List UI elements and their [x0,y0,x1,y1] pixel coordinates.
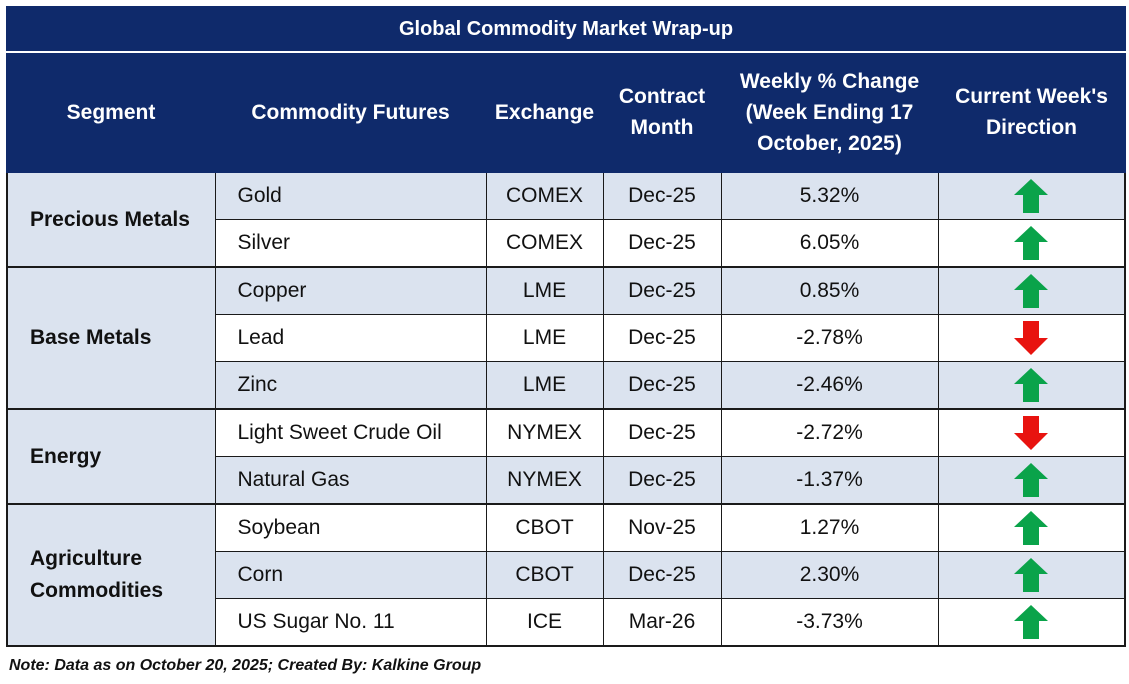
weekly-change-cell: 6.05% [720,219,939,268]
exchange-cell: COMEX [485,171,604,220]
arrow-up-icon [1014,274,1049,308]
header-weekly-change: Weekly % Change (Week Ending 17 October,… [720,51,939,173]
exchange-cell: NYMEX [485,456,604,505]
commodity-name: Silver [214,219,487,268]
arrow-down-icon [1014,416,1049,450]
contract-month-cell: Dec-25 [602,408,722,457]
direction-cell [937,551,1127,599]
table-row: Base Metals Copper LME Dec-25 0.85% [6,266,1127,410]
contract-month-cell: Dec-25 [602,361,722,410]
weekly-change-cell: -2.46% [720,361,939,410]
commodity-name: Soybean [214,503,487,552]
header-exchange: Exchange [485,51,604,173]
exchange-cell: CBOT [485,503,604,552]
contract-month-cell: Dec-25 [602,171,722,220]
commodity-table-container: Global Commodity Market Wrap-up Segment … [5,6,1127,647]
arrow-up-icon [1014,226,1049,260]
segment-base-metals: Base Metals [6,266,216,410]
segment-energy: Energy [6,408,216,505]
table-row: Lead LME Dec-25 -2.78% [7,314,1127,362]
segment-precious-metals: Precious Metals [6,171,216,268]
weekly-change-cell: -3.73% [720,598,939,647]
exchange-cell: ICE [485,598,604,647]
contract-month-cell: Dec-25 [602,219,722,268]
table-row: Precious Metals Gold COMEX Dec-25 5.32% [6,171,1127,268]
contract-month-cell: Dec-25 [602,551,722,599]
header-contract-month: Contract Month [602,51,722,173]
contract-month-cell: Dec-25 [602,266,722,315]
header-commodity-futures: Commodity Futures [214,51,487,173]
exchange-cell: LME [485,361,604,410]
weekly-change-cell: 1.27% [720,503,939,552]
arrow-up-icon [1014,558,1049,592]
commodity-name: Natural Gas [214,456,487,505]
contract-month-cell: Dec-25 [602,314,722,362]
source-note: Note: Data as on October 20, 2025; Creat… [9,657,482,674]
table-row: Silver COMEX Dec-25 6.05% [7,219,1127,268]
exchange-cell: CBOT [485,551,604,599]
table-title: Global Commodity Market Wrap-up [5,6,1127,53]
arrow-up-icon [1014,605,1049,639]
commodity-name: Corn [214,551,487,599]
commodity-name: US Sugar No. 11 [214,598,487,647]
table-row: Corn CBOT Dec-25 2.30% [7,551,1127,599]
table-row: Natural Gas NYMEX Dec-25 -1.37% [7,456,1127,505]
commodity-name: Copper [214,266,487,315]
segment-agriculture-commodities: Agriculture Commodities [6,503,216,647]
arrow-down-icon [1014,321,1049,355]
direction-cell [937,266,1127,315]
weekly-change-cell: -1.37% [720,456,939,505]
exchange-cell: COMEX [485,219,604,268]
table-row: Energy Light Sweet Crude Oil NYMEX Dec-2… [6,408,1127,505]
commodity-wrapup-table: Global Commodity Market Wrap-up Segment … [5,6,1127,647]
direction-cell [937,361,1127,410]
header-segment: Segment [6,51,216,173]
contract-month-cell: Mar-26 [602,598,722,647]
exchange-cell: LME [485,314,604,362]
header-direction: Current Week's Direction [936,51,1127,173]
arrow-up-icon [1014,463,1049,497]
commodity-name: Gold [214,171,487,220]
direction-cell [937,408,1127,457]
commodity-name: Zinc [214,361,487,410]
weekly-change-cell: -2.72% [720,408,939,457]
exchange-cell: NYMEX [485,408,604,457]
arrow-up-icon [1014,368,1049,402]
direction-cell [937,171,1127,220]
contract-month-cell: Dec-25 [602,456,722,505]
exchange-cell: LME [485,266,604,315]
arrow-up-icon [1014,179,1049,213]
direction-cell [937,598,1127,647]
commodity-name: Lead [214,314,487,362]
table-row: Agriculture Commodities Soybean CBOT Nov… [6,503,1127,647]
direction-cell [937,456,1127,505]
direction-cell [937,503,1127,552]
direction-cell [937,314,1127,362]
weekly-change-cell: 5.32% [720,171,939,220]
direction-cell [937,219,1127,268]
table-row: US Sugar No. 11 ICE Mar-26 -3.73% [7,598,1127,647]
weekly-change-cell: -2.78% [720,314,939,362]
weekly-change-cell: 2.30% [720,551,939,599]
contract-month-cell: Nov-25 [602,503,722,552]
weekly-change-cell: 0.85% [720,266,939,315]
arrow-up-icon [1014,511,1049,545]
commodity-name: Light Sweet Crude Oil [214,408,487,457]
